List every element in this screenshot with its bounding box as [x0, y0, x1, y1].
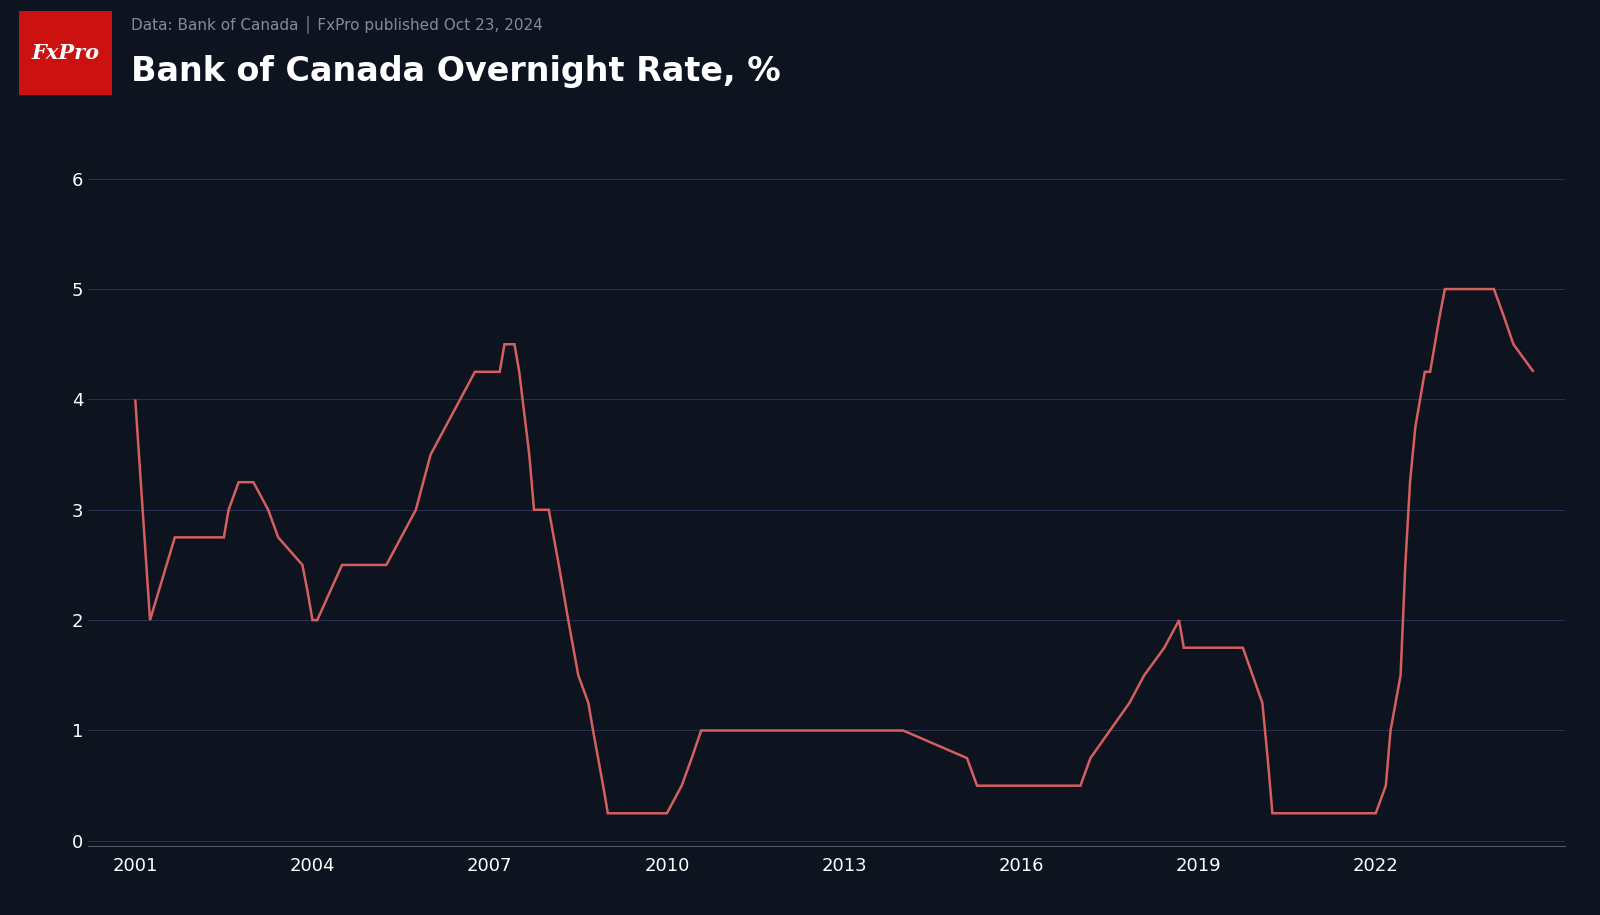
FancyBboxPatch shape	[19, 11, 112, 95]
Text: FxPro: FxPro	[32, 43, 99, 62]
Text: Data: Bank of Canada │ FxPro published Oct 23, 2024: Data: Bank of Canada │ FxPro published O…	[131, 16, 542, 33]
Text: Bank of Canada Overnight Rate, %: Bank of Canada Overnight Rate, %	[131, 55, 781, 88]
